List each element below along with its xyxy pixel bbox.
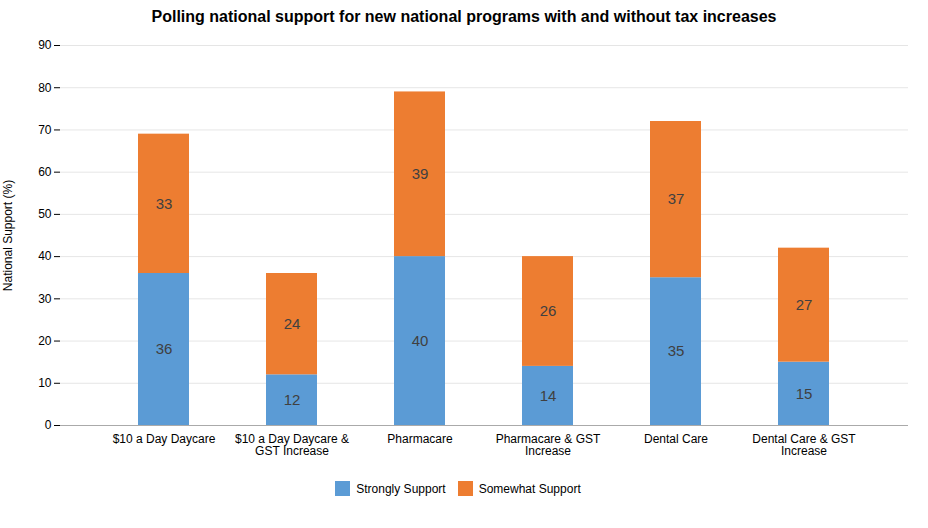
svg-text:$10 a Day Daycare: $10 a Day Daycare — [113, 432, 216, 446]
svg-text:39: 39 — [412, 165, 429, 182]
svg-text:33: 33 — [156, 195, 173, 212]
html-text:Strongly Support: Strongly Support — [356, 481, 446, 496]
svg-text:Dental Care & GSTIncrease: Dental Care & GSTIncrease — [752, 432, 856, 458]
svg-text:80: 80 — [38, 81, 52, 95]
svg-text:Pharmacare & GSTIncrease: Pharmacare & GSTIncrease — [496, 432, 601, 458]
svg-text:0: 0 — [45, 418, 52, 432]
svg-text:14: 14 — [540, 387, 557, 404]
html-text:Polling national support for n: Polling national support for new nationa… — [151, 8, 777, 25]
svg-text:National Support (%): National Support (%) — [1, 180, 15, 291]
svg-text:15: 15 — [796, 385, 813, 402]
svg-text:70: 70 — [38, 123, 52, 137]
svg-text:26: 26 — [540, 302, 557, 319]
svg-text:12: 12 — [284, 391, 301, 408]
svg-text:35: 35 — [668, 342, 685, 359]
svg-text:Dental Care: Dental Care — [644, 432, 708, 446]
svg-text:30: 30 — [38, 292, 52, 306]
svg-text:90: 90 — [38, 38, 52, 52]
svg-text:Pharmacare: Pharmacare — [387, 432, 453, 446]
svg-text:10: 10 — [38, 376, 52, 390]
svg-text:40: 40 — [38, 249, 52, 263]
html-text:Somewhat Support: Somewhat Support — [478, 481, 581, 496]
svg-text:36: 36 — [156, 340, 173, 357]
svg-text:50: 50 — [38, 207, 52, 221]
svg-text:$10 a Day Daycare &GST Increas: $10 a Day Daycare &GST Increase — [235, 432, 349, 458]
svg-text:37: 37 — [668, 190, 685, 207]
svg-text:24: 24 — [284, 315, 301, 332]
svg-text:27: 27 — [796, 296, 813, 313]
svg-text:60: 60 — [38, 165, 52, 179]
svg-text:40: 40 — [412, 332, 429, 349]
svg-text:20: 20 — [38, 334, 52, 348]
